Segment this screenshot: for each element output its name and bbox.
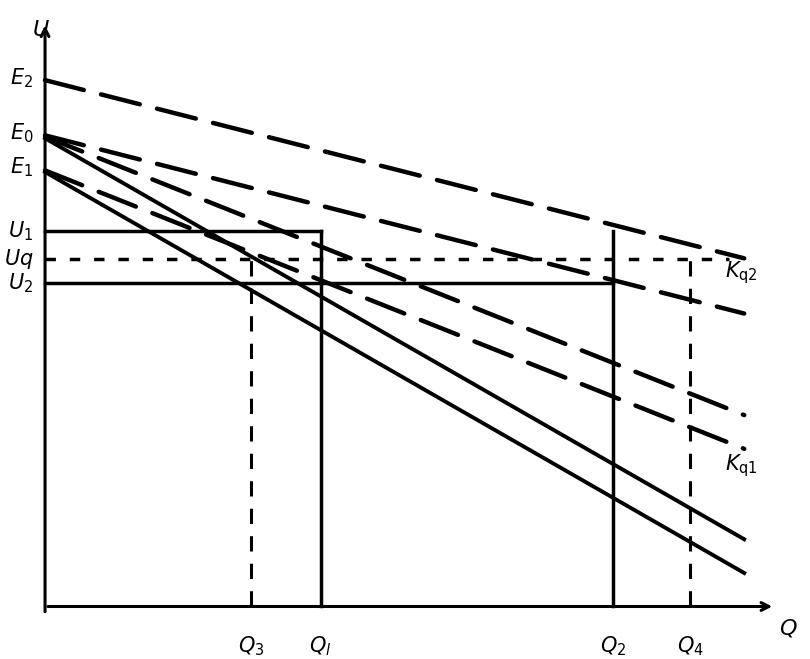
Text: $U$: $U$ bbox=[32, 20, 50, 40]
Text: $Q_l$: $Q_l$ bbox=[309, 634, 332, 658]
Text: $E_0$: $E_0$ bbox=[10, 121, 33, 145]
Text: $Q_3$: $Q_3$ bbox=[238, 634, 265, 658]
Text: $Uq$: $Uq$ bbox=[4, 246, 33, 271]
Text: $U_2$: $U_2$ bbox=[8, 272, 33, 295]
Text: $K_{\rm q1}$: $K_{\rm q1}$ bbox=[725, 452, 758, 478]
Text: $E_2$: $E_2$ bbox=[11, 66, 33, 90]
Text: $Q_2$: $Q_2$ bbox=[600, 634, 626, 658]
Text: $K_{\rm q2}$: $K_{\rm q2}$ bbox=[725, 260, 758, 287]
Text: $Q_4$: $Q_4$ bbox=[677, 634, 704, 658]
Text: $Q$: $Q$ bbox=[779, 617, 798, 639]
Text: $E_1$: $E_1$ bbox=[11, 155, 33, 179]
Text: $U_1$: $U_1$ bbox=[8, 219, 33, 243]
